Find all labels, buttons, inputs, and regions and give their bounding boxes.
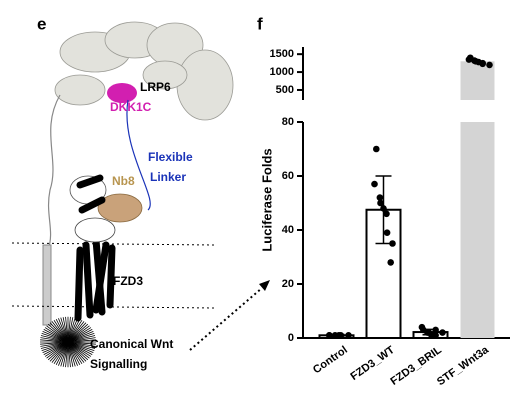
label: LRP6 bbox=[140, 80, 171, 94]
structure-illustration bbox=[11, 21, 270, 368]
data-point bbox=[432, 332, 439, 339]
label: FZD3 bbox=[113, 274, 143, 288]
data-point bbox=[465, 56, 473, 63]
data-point bbox=[377, 199, 384, 207]
data-point bbox=[345, 332, 352, 339]
y-tick-label: 0 bbox=[288, 332, 294, 344]
bar bbox=[460, 122, 495, 338]
data-point bbox=[418, 323, 426, 331]
burst-ray bbox=[67, 341, 71, 368]
data-point bbox=[380, 205, 387, 212]
panel-label: e bbox=[37, 14, 46, 33]
label: Nb8 bbox=[112, 174, 135, 188]
data-point bbox=[326, 332, 333, 339]
data-point bbox=[383, 210, 390, 218]
x-tick-label: Control bbox=[311, 344, 350, 376]
burst-ray bbox=[67, 341, 76, 367]
data-point bbox=[371, 180, 378, 188]
burst-ray bbox=[60, 317, 69, 343]
label: Signalling bbox=[90, 357, 147, 371]
y-tick-label: 60 bbox=[282, 170, 294, 182]
label: Canonical Wnt bbox=[90, 337, 173, 351]
data-point bbox=[373, 145, 380, 153]
burst-ray bbox=[67, 341, 81, 366]
data-point bbox=[387, 259, 395, 266]
y-tick-label: 1000 bbox=[270, 66, 294, 78]
data-point bbox=[376, 194, 384, 201]
y-tick-label: 500 bbox=[276, 84, 294, 96]
burst-ray bbox=[67, 341, 78, 366]
burst-ray bbox=[62, 341, 69, 367]
burst-ray bbox=[65, 316, 69, 343]
y-axis-label: Luciferase Folds bbox=[259, 148, 274, 251]
data-point bbox=[486, 61, 493, 69]
burst-ray bbox=[67, 339, 96, 343]
burst-ray bbox=[67, 341, 74, 367]
label: Linker bbox=[150, 170, 186, 184]
burst-ray bbox=[67, 316, 71, 343]
y-tick-label: 80 bbox=[282, 116, 294, 128]
data-point bbox=[479, 60, 486, 68]
data-point bbox=[439, 329, 446, 336]
burst-ray bbox=[55, 318, 69, 343]
x-tick-label: STF_Wnt3a bbox=[435, 344, 492, 389]
data-point bbox=[389, 240, 396, 247]
data-point bbox=[432, 326, 439, 334]
label: Flexible bbox=[148, 150, 193, 164]
data-point bbox=[337, 332, 345, 339]
panel-label: f bbox=[257, 14, 263, 33]
burst-ray bbox=[62, 317, 69, 343]
y-tick-label: 40 bbox=[282, 224, 294, 236]
burst-ray bbox=[65, 341, 69, 368]
y-tick-label: 20 bbox=[282, 278, 294, 290]
y-tick-label: 1500 bbox=[270, 48, 294, 60]
burst-ray bbox=[67, 317, 76, 343]
data-point bbox=[383, 229, 391, 236]
burst-ray bbox=[60, 341, 69, 367]
burst-ray bbox=[58, 318, 69, 343]
burst-ray bbox=[67, 317, 74, 343]
label: DKK1C bbox=[110, 100, 152, 114]
